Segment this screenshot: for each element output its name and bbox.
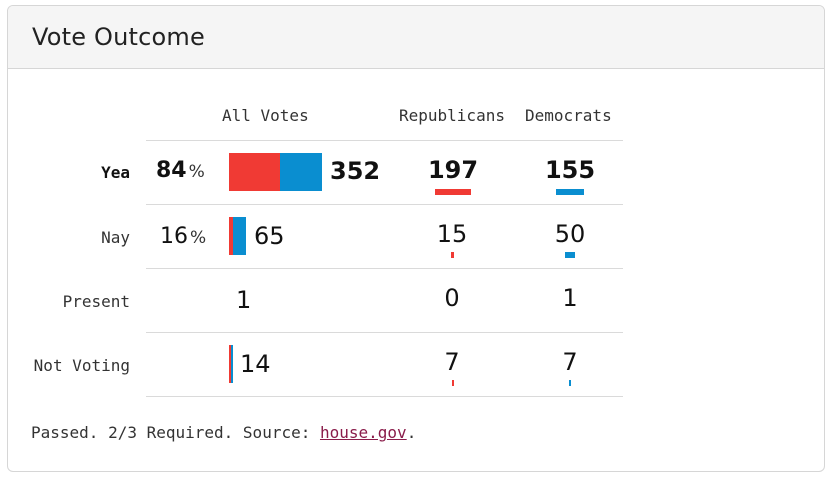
row-label-yea: Yea [101, 163, 130, 182]
yea-democrats-bar [556, 189, 584, 195]
row-divider [146, 268, 623, 269]
not-voting-republicans: 7 [444, 348, 460, 376]
nay-democrats-bar [565, 252, 575, 258]
yea-percent-symbol: % [188, 162, 205, 182]
footer-note: Passed. 2/3 Required. Source: house.gov. [31, 423, 416, 442]
not-voting-republicans-bar [452, 380, 454, 386]
yea-republicans: 197 [427, 156, 479, 184]
row-label-nay: Nay [101, 228, 130, 247]
yea-percent: 84% [156, 158, 205, 183]
yea-democrats: 155 [544, 156, 596, 184]
nay-democrat-bar [233, 217, 246, 255]
not-voting-democrats-bar [569, 380, 571, 386]
nay-percent: 16% [160, 224, 206, 249]
source-link[interactable]: house.gov [319, 423, 407, 442]
present-democrats: 1 [562, 284, 578, 312]
yea-republicans-bar [435, 189, 471, 195]
nay-republicans: 15 [436, 220, 468, 248]
nay-republican-bar [229, 217, 233, 255]
row-divider [146, 204, 623, 205]
not-voting-democrat-bar [231, 345, 233, 383]
nay-percent-value: 16 [160, 224, 188, 249]
present-republicans: 0 [444, 284, 460, 312]
column-header-democrats: Democrats [525, 106, 612, 125]
yea-republican-bar [229, 153, 280, 191]
card-title: Vote Outcome [32, 23, 205, 51]
row-label-not-voting: Not Voting [33, 356, 130, 375]
row-divider [146, 140, 623, 141]
nay-democrats: 50 [554, 220, 586, 248]
card-header: Vote Outcome [8, 6, 824, 69]
nay-total: 65 [254, 222, 285, 250]
yea-democrat-bar [280, 153, 322, 191]
footer-end: . [406, 423, 417, 442]
row-divider [146, 332, 623, 333]
column-header-all-votes: All Votes [222, 106, 309, 125]
not-voting-total: 14 [240, 350, 271, 378]
yea-percent-value: 84 [156, 158, 187, 183]
yea-total: 352 [330, 157, 381, 185]
nay-percent-symbol: % [190, 228, 207, 248]
row-label-present: Present [62, 292, 130, 311]
nay-republicans-bar [451, 252, 454, 258]
vote-outcome-card: Vote Outcome [7, 5, 825, 472]
not-voting-republican-bar [229, 345, 231, 383]
not-voting-democrats: 7 [562, 348, 578, 376]
row-divider [146, 396, 623, 397]
present-total: 1 [236, 286, 252, 314]
column-header-republicans: Republicans [399, 106, 505, 125]
footer-text: Passed. 2/3 Required. Source: [31, 423, 320, 442]
